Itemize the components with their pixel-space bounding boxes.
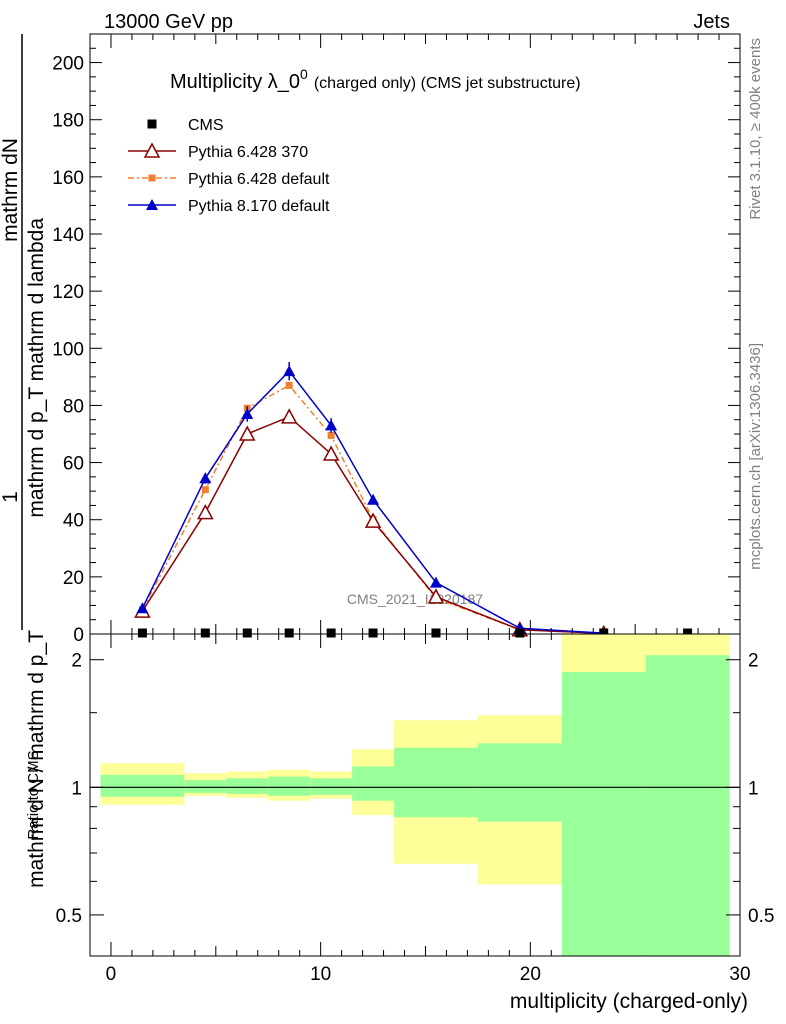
data-point [327,431,335,439]
ratio-plot-area: 0.5 0.51 12 20 10 20 30 [56,633,775,985]
ytick-label: 0 [73,625,84,646]
data-point [197,503,214,520]
data-point [683,628,693,638]
ylabel-one: 1 [0,491,22,503]
header-right: Jets [693,11,730,33]
ratio-band-inner [394,747,478,818]
ratio-ytick-label-right: 0.5 [748,906,774,927]
legend: CMS Pythia 6.428 370 Pythia 6.428 default P… [128,117,330,215]
data-point [325,419,338,431]
ratio-band-inner [184,780,227,793]
data-point [147,119,157,129]
series-cms [137,628,693,638]
data-point [367,493,380,505]
ytick-label: 180 [52,111,84,132]
data-point [199,472,212,484]
legend-label: Pythia 6.428 370 [188,144,308,161]
ytick-label: 160 [52,168,84,189]
data-point [137,628,147,638]
ratio-ytick-label-right: 2 [748,651,759,672]
ytick-label: 80 [63,396,84,417]
data-point [241,408,254,419]
xtick-label: 30 [729,964,750,985]
xtick-label: 10 [310,964,331,985]
ytick-label: 100 [52,339,84,360]
main-ylabel: 1 mathrm dN mathrm d p_T mathrm d lambda… [0,34,48,888]
chart-title: Multiplicity λ_00 (charged only) (CMS jet… [170,66,581,93]
ytick-label: 140 [52,225,84,246]
data-point [136,602,149,614]
data-point [285,381,293,389]
ylabel-denominator: mathrm d p_T mathrm d lambda [25,218,48,518]
data-point [280,408,298,424]
xlabel: multiplicity (charged-only) [510,990,748,1013]
xtick-label: 20 [520,964,541,985]
data-point [427,588,445,604]
ytick-label: 200 [52,54,84,75]
data-point [200,628,210,638]
chart-title-sup: 0 [300,66,308,82]
ratio-band-inner [226,778,269,794]
ratio-band-inner [352,766,395,801]
ytick-label: 60 [63,454,84,475]
ylabel-numerator: mathrm dN [0,138,22,242]
ratio-band-inner [100,774,185,797]
ratio-frame [89,633,741,957]
ytick-label: 120 [52,282,84,303]
legend-entry: Pythia 6.428 default [128,171,330,188]
legend-label: CMS [188,117,224,134]
data-point [242,628,252,638]
legend-entry: Pythia 8.170 default [128,198,330,215]
mcplots-label: mcplots.cern.ch [arXiv:1306.3436] [747,343,764,570]
legend-entry: Pythia 6.428 370 [128,142,308,161]
data-point [429,576,442,588]
data-point [143,142,161,158]
ratio-ytick-label: 0.5 [56,906,82,927]
ratio-band-inner [310,778,353,795]
header-left: 13000 GeV pp [104,11,233,33]
ratio-ytick-label-right: 1 [748,778,759,799]
ratio-band-inner [268,776,311,796]
data-point [239,425,256,441]
ratio-ytick-label: 1 [71,778,82,799]
data-point [431,628,441,638]
ratio-band-inner [477,743,562,822]
data-point [322,445,340,461]
data-point [201,486,209,494]
data-point [326,628,336,638]
watermark: CMS_2021_I1920187 [347,591,483,607]
ytick-label: 40 [63,511,84,532]
ratio-axis-ticks: 0.5 0.51 12 20 10 20 30 [56,651,775,985]
data-point [146,199,158,210]
xtick-label: 0 [106,964,117,985]
data-point [284,628,294,638]
data-point [368,628,378,638]
ytick-label: 20 [63,568,84,589]
legend-label: Pythia 8.170 default [188,198,330,215]
ratio-band-inner [645,655,730,956]
rivet-label: Rivet 3.1.10, ≥ 400k events [747,38,764,220]
chart-title-main: Multiplicity λ_0 [170,71,300,93]
data-point [148,174,156,182]
legend-entry: CMS [147,117,224,134]
legend-label: Pythia 6.428 default [188,171,330,188]
series-pythia-6-428-370 [134,408,612,641]
data-point [283,365,296,377]
data-point [599,628,609,638]
ratio-ytick-label: 2 [71,651,82,672]
data-point [364,512,382,528]
chart-title-suffix: (charged only) (CMS jet substructure) [314,75,581,92]
series-layer [134,361,693,641]
ratio-ylabel: Ratio to CMS [25,750,42,839]
data-point [515,628,525,638]
ylabel-denominator-lower: mathrm d N / mathrm d p_T [25,630,48,888]
ratio-band-inner [561,672,646,956]
ratio-bands [90,634,740,956]
